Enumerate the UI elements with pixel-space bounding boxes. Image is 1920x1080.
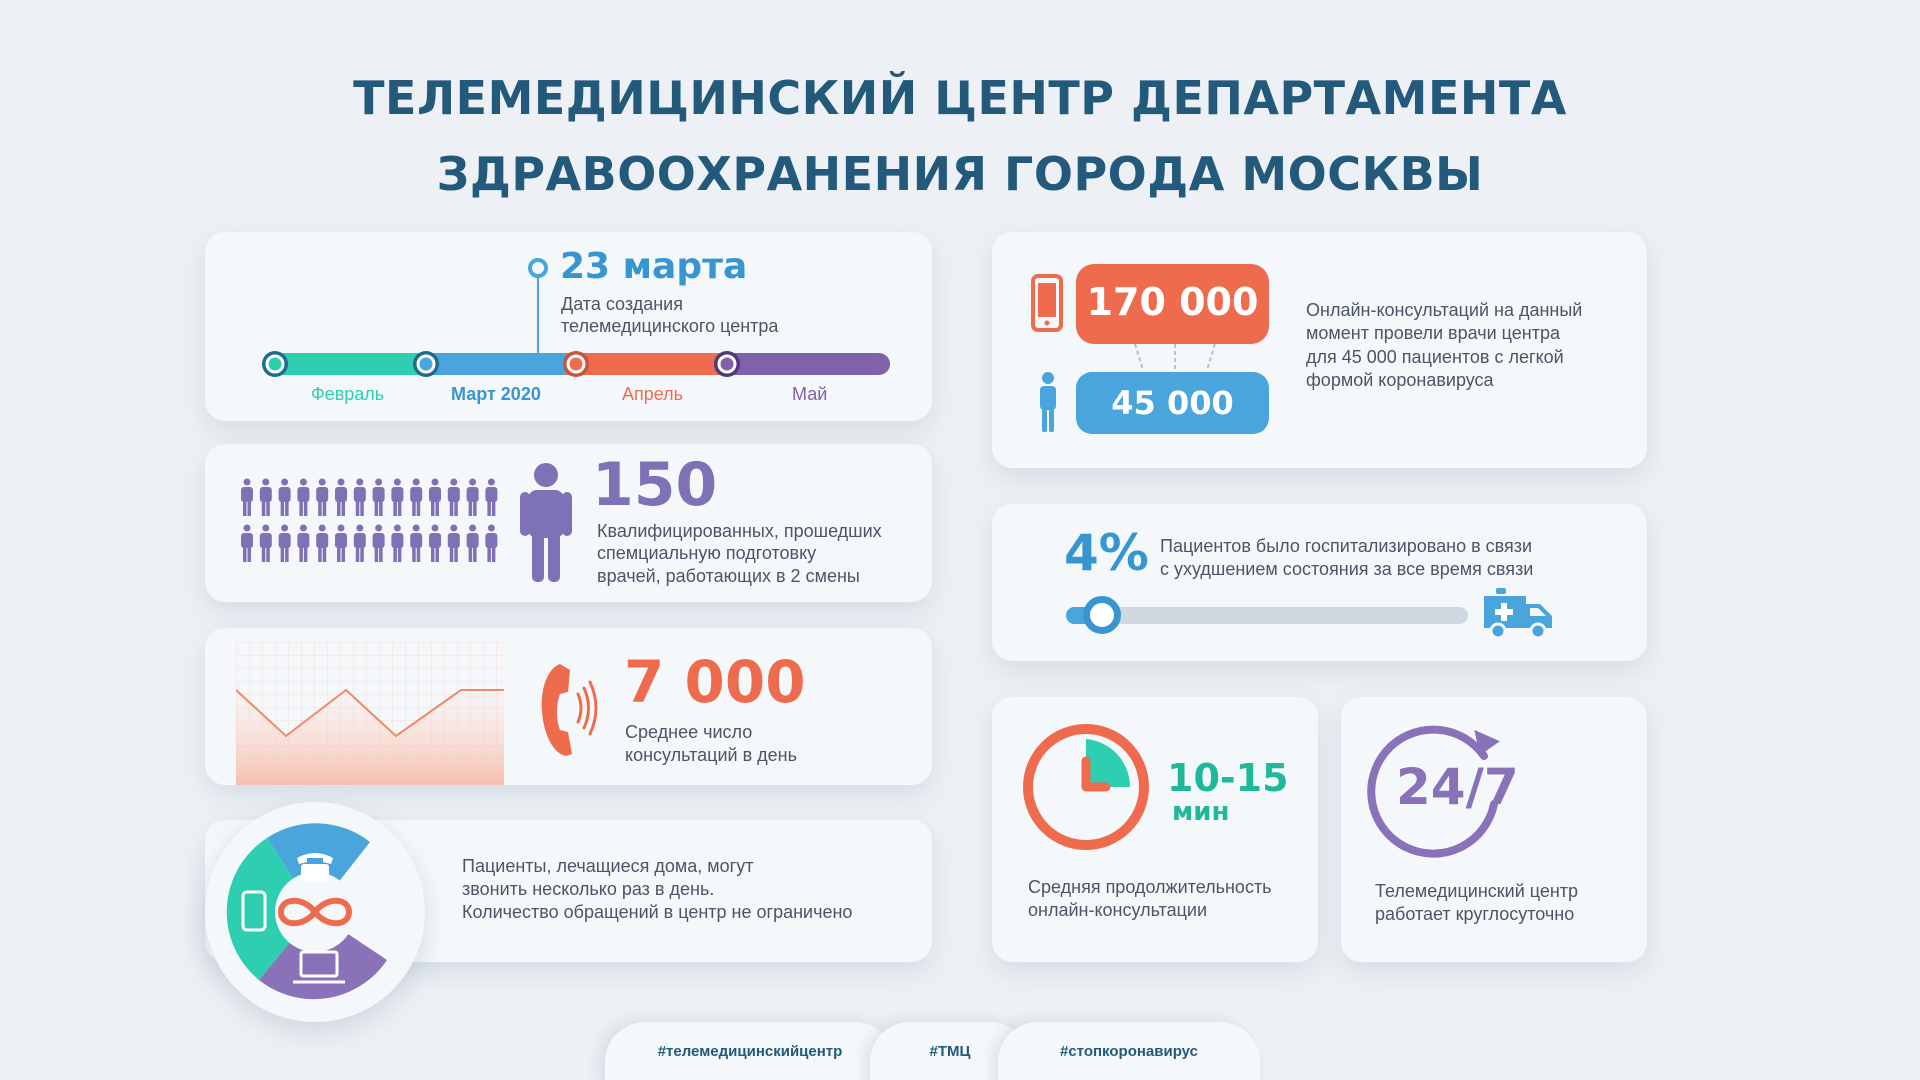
schedule-value: 24/7 — [1396, 758, 1519, 816]
duration-unit: мин — [1172, 797, 1230, 827]
month-label-february: Февраль — [311, 384, 385, 404]
person-icon — [353, 524, 366, 562]
laptop-icon — [293, 950, 345, 984]
person-icon — [335, 524, 347, 562]
person-icon — [278, 524, 291, 562]
person-icon — [391, 524, 404, 562]
segment-february — [273, 353, 433, 375]
patients-total: 45 000 — [1111, 384, 1234, 422]
patients-pill — [1076, 372, 1269, 434]
consultations-total-pill — [1076, 264, 1269, 344]
consultations-caption-3: для 45 000 пациентов с легкой — [1306, 347, 1564, 367]
hospitalized-track — [1066, 607, 1468, 624]
person-icon — [259, 478, 272, 516]
duration-caption-2: онлайн-консультации — [1028, 900, 1208, 920]
segment-march — [420, 353, 580, 375]
schedule-caption-2: работает круглосуточно — [1375, 904, 1575, 924]
segment-april — [565, 353, 725, 375]
schedule-caption-1: Телемедицинский центр — [1375, 881, 1579, 901]
month-label-may: Май — [792, 384, 828, 404]
smartphone-icon — [1031, 274, 1063, 332]
page-title-line-1: ТЕЛЕМЕДИЦИНСКИЙ ЦЕНТР ДЕПАРТАМЕНТА — [353, 71, 1567, 125]
person-icon — [259, 524, 272, 562]
hashtag-stopcoronavirus[interactable]: #стопкоронавирус — [998, 1022, 1260, 1080]
person-icon — [447, 478, 460, 516]
hospitalized-value: 4% — [1064, 524, 1149, 582]
timeline-card — [205, 232, 932, 421]
calls-caption-2: консультаций в день — [625, 745, 797, 765]
connector-lines — [1134, 344, 1216, 371]
month-label-april: Апрель — [622, 384, 684, 404]
calls-value: 7 000 — [624, 648, 806, 716]
person-icon — [316, 478, 329, 516]
person-icon — [241, 478, 253, 516]
person-icon — [353, 478, 366, 516]
date-caption-2: телемедицинского центра — [561, 316, 779, 336]
doctors-caption-3: врачей, работающих в 2 смены — [597, 566, 860, 586]
person-icon — [297, 478, 310, 516]
person-icon — [466, 478, 479, 516]
unlimited-caption-2: звонить несколько раз в день. — [462, 879, 715, 899]
person-icon — [485, 524, 498, 562]
page-title: ТЕЛЕМЕДИЦИНСКИЙ ЦЕНТР ДЕПАРТАМЕНТА ЗДРАВ… — [0, 60, 1920, 212]
date-value: 23 марта — [560, 246, 748, 287]
person-icon — [297, 524, 310, 562]
timeline-graphic — [262, 258, 890, 377]
wheel-segment-mobile — [226, 838, 315, 980]
unlimited-caption-3: Количество обращений в центр не ограниче… — [462, 902, 853, 922]
calls-decorative-graph — [236, 642, 504, 785]
date-marker-pin — [528, 258, 548, 278]
person-icon — [429, 478, 441, 516]
person-icon — [316, 524, 329, 562]
telephone-icon — [297, 853, 333, 882]
infinity-icon — [277, 897, 353, 927]
hospitalized-knob — [1083, 596, 1121, 634]
page-title-line-2: ЗДРАВООХРАНЕНИЯ ГОРОДА МОСКВЫ — [436, 147, 1484, 201]
person-icon — [1040, 372, 1056, 432]
consultations-caption-1: Онлайн-консультаций на данный — [1306, 300, 1583, 320]
doctors-caption-1: Квалифицированных, прошедших — [597, 521, 882, 541]
consultations-caption-4: формой коронавируса — [1306, 370, 1494, 390]
person-icon — [278, 478, 291, 516]
wheel-segment-laptop — [259, 912, 387, 1000]
hospitalized-caption-2: с ухудшением состояния за все время связ… — [1160, 559, 1534, 579]
hashtag-telemedcenter[interactable]: #телемедицинскийцентр — [605, 1022, 895, 1080]
person-icon — [410, 524, 423, 562]
duration-caption-1: Средняя продолжительность — [1028, 877, 1272, 897]
people-grid — [241, 478, 498, 562]
person-icon — [335, 478, 347, 516]
person-icon — [485, 478, 498, 516]
person-icon — [391, 478, 404, 516]
person-icon — [429, 524, 441, 562]
ambulance-icon — [1484, 588, 1552, 640]
telephone-icon — [541, 664, 598, 756]
consultations-total: 170 000 — [1086, 280, 1259, 324]
channels-wheel — [226, 823, 387, 1000]
hospitalized-caption-1: Пациентов было госпитализировано в связи — [1160, 536, 1533, 556]
doctors-caption-2: спемциальную подготовку — [597, 543, 817, 563]
unlimited-caption-1: Пациенты, лечащиеся дома, могут — [462, 856, 754, 876]
clock-icon — [1023, 724, 1149, 850]
smartphone-icon — [241, 890, 267, 932]
cycle-arrow-icon — [1367, 725, 1500, 858]
date-caption-1: Дата создания — [561, 294, 683, 314]
consultations-caption-2: момент провели врачи центра — [1306, 323, 1561, 343]
month-label-march: Март 2020 — [451, 384, 541, 404]
person-icon — [466, 524, 479, 562]
calls-caption-1: Среднее число — [625, 722, 753, 742]
doctors-value: 150 — [592, 450, 718, 520]
person-icon — [372, 524, 385, 562]
segment-may — [715, 353, 890, 375]
person-icon — [410, 478, 423, 516]
duration-value: 10-15 — [1167, 756, 1289, 800]
person-icon — [520, 463, 572, 582]
person-icon — [372, 478, 385, 516]
person-icon — [447, 524, 460, 562]
person-icon — [241, 524, 253, 562]
